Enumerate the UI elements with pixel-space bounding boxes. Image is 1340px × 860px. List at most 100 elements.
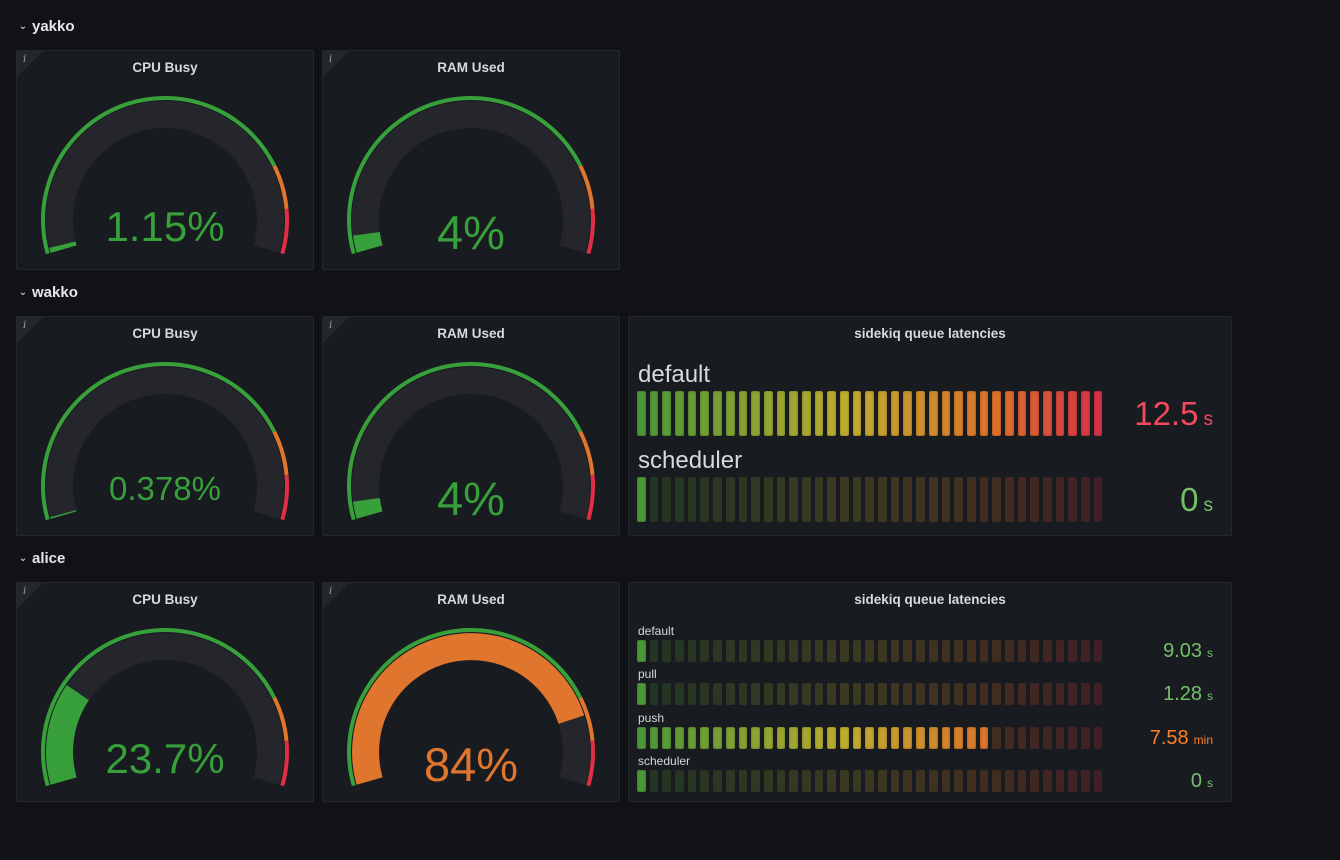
threshold-green — [41, 361, 277, 521]
bar-gauge-cell — [903, 726, 913, 749]
chevron-down-icon[interactable]: ⌄ — [18, 21, 28, 32]
gauge-value-arc — [353, 497, 383, 519]
cpu-busy-panel[interactable]: i CPU Busy 1.15% — [16, 50, 314, 270]
bar-gauge-cell — [1004, 391, 1014, 436]
bar-gauge-cell — [789, 391, 798, 436]
bar-gauge-cell — [700, 391, 710, 436]
ram-used-panel[interactable]: i RAM Used 84% — [322, 582, 620, 802]
bar-gauge-cell — [1081, 769, 1090, 792]
bar-gauge-cell — [878, 477, 887, 522]
bar-gauge-value-number: 9.03 — [1163, 640, 1202, 662]
bar-gauge-cell — [1043, 683, 1052, 706]
info-icon[interactable]: i — [23, 586, 27, 597]
bar-gauge-cell — [890, 640, 900, 662]
bar-gauge-cell — [751, 683, 760, 706]
sidekiq-latencies-panel[interactable]: sidekiq queue latencies default 9.03 s pull 1… — [628, 582, 1232, 802]
panel-title[interactable]: CPU Busy — [132, 592, 198, 607]
panel-title[interactable]: CPU Busy — [132, 60, 198, 75]
gauge-value-arc — [352, 633, 585, 785]
row-title-yakko[interactable]: ⌄ yakko — [18, 18, 75, 35]
panel-title[interactable]: sidekiq queue latencies — [854, 326, 1006, 341]
panel-title[interactable]: RAM Used — [437, 60, 505, 75]
bar-gauge-cell — [966, 477, 976, 522]
panel-info-corner[interactable] — [17, 583, 43, 609]
bar-gauge-cell — [1055, 726, 1065, 749]
bar-gauge-cell — [890, 391, 900, 436]
row-title-alice[interactable]: ⌄ alice — [18, 550, 66, 567]
bar-gauge-cell — [878, 391, 887, 436]
bar-gauge-value-unit: s — [1207, 646, 1213, 660]
ram-used-panel[interactable]: i RAM Used 4% — [322, 316, 620, 536]
bar-gauge-cell — [852, 769, 862, 792]
bar-gauge-cell — [789, 726, 798, 749]
bar-gauge-cell — [966, 769, 976, 792]
bar-gauge-cell — [878, 726, 887, 749]
bar-gauge-cell — [1017, 683, 1027, 706]
bar-gauge-cell — [941, 683, 951, 706]
row-title-label[interactable]: wakko — [32, 284, 78, 301]
panel-info-corner[interactable] — [17, 317, 43, 343]
bar-gauge-cell — [928, 726, 938, 749]
bar-gauge-cell — [865, 391, 875, 436]
bar-gauge-cell — [1017, 769, 1027, 792]
bar-gauge-cell — [852, 640, 862, 662]
bar-gauge-cell — [675, 477, 684, 522]
bar-gauge-cell — [852, 683, 862, 706]
panel-title[interactable]: RAM Used — [437, 326, 505, 341]
bar-gauge-cell — [852, 726, 862, 749]
bar-gauge-cell — [687, 477, 697, 522]
bar-gauge-value-number: 1.28 — [1163, 683, 1202, 706]
ram-used-panel[interactable]: i RAM Used 4% — [322, 50, 620, 270]
panel-title[interactable]: CPU Busy — [132, 326, 198, 341]
bar-gauge-cell — [827, 683, 836, 706]
bar-gauge-cell — [865, 769, 875, 792]
bar-gauge-cell — [1004, 477, 1014, 522]
panel-info-corner[interactable] — [323, 51, 349, 77]
cpu-busy-panel[interactable]: i CPU Busy 23.7% — [16, 582, 314, 802]
info-icon[interactable]: i — [23, 54, 27, 65]
bar-gauge-cell — [675, 769, 684, 792]
info-icon[interactable]: i — [23, 320, 27, 331]
bar-gauge-value-unit: min — [1193, 732, 1213, 747]
bar-gauge-cell — [1043, 726, 1052, 749]
gauge-value-text: 4% — [437, 472, 505, 525]
bar-gauge-cell — [992, 769, 1001, 792]
panel-info-corner[interactable] — [17, 51, 43, 77]
row-title-label[interactable]: yakko — [32, 18, 75, 35]
panel-title[interactable]: RAM Used — [437, 592, 505, 607]
chevron-down-icon[interactable]: ⌄ — [18, 287, 28, 298]
bar-gauge-cell — [776, 683, 786, 706]
sidekiq-latencies-panel[interactable]: sidekiq queue latencies default 12.5 s sched… — [628, 316, 1232, 536]
bar-gauge-cell — [916, 683, 925, 706]
bar-gauge-cell — [865, 683, 875, 706]
bar-gauge-label: scheduler — [638, 753, 691, 768]
bar-gauge-cell — [1017, 391, 1027, 436]
bar-gauge-cell — [1004, 683, 1014, 706]
panel-info-corner[interactable] — [323, 317, 349, 343]
cpu-busy-panel[interactable]: i CPU Busy 0.378% — [16, 316, 314, 536]
row-title-wakko[interactable]: ⌄ wakko — [18, 284, 78, 301]
bar-gauge-cell — [814, 477, 824, 522]
row-title-label[interactable]: alice — [32, 550, 66, 567]
panel-info-corner[interactable] — [323, 583, 349, 609]
bar-gauge-cell — [637, 477, 646, 522]
bar-gauge-cell — [954, 683, 963, 706]
panel-title[interactable]: sidekiq queue latencies — [854, 592, 1006, 607]
chevron-down-icon[interactable]: ⌄ — [18, 553, 28, 564]
info-icon[interactable]: i — [329, 586, 333, 597]
gauge-value-arc — [49, 241, 77, 253]
info-icon[interactable]: i — [329, 54, 333, 65]
bar-gauge-value: 9.03 s — [1163, 641, 1213, 661]
bar-gauge-cell — [725, 640, 735, 662]
bar-gauge-cell — [789, 640, 798, 662]
info-icon[interactable]: i — [329, 320, 333, 331]
bar-gauge-cell — [1093, 391, 1103, 436]
bar-gauge-cell — [1017, 726, 1027, 749]
bar-gauge-cell — [1068, 726, 1078, 749]
bar-gauge-value: 12.5 s — [1134, 397, 1213, 430]
bar-gauge-cell — [801, 640, 811, 662]
bar-gauge-cell — [941, 391, 951, 436]
threshold-green — [347, 627, 583, 787]
gauge-value-arc — [353, 231, 383, 253]
bar-gauge-cell — [878, 683, 887, 706]
